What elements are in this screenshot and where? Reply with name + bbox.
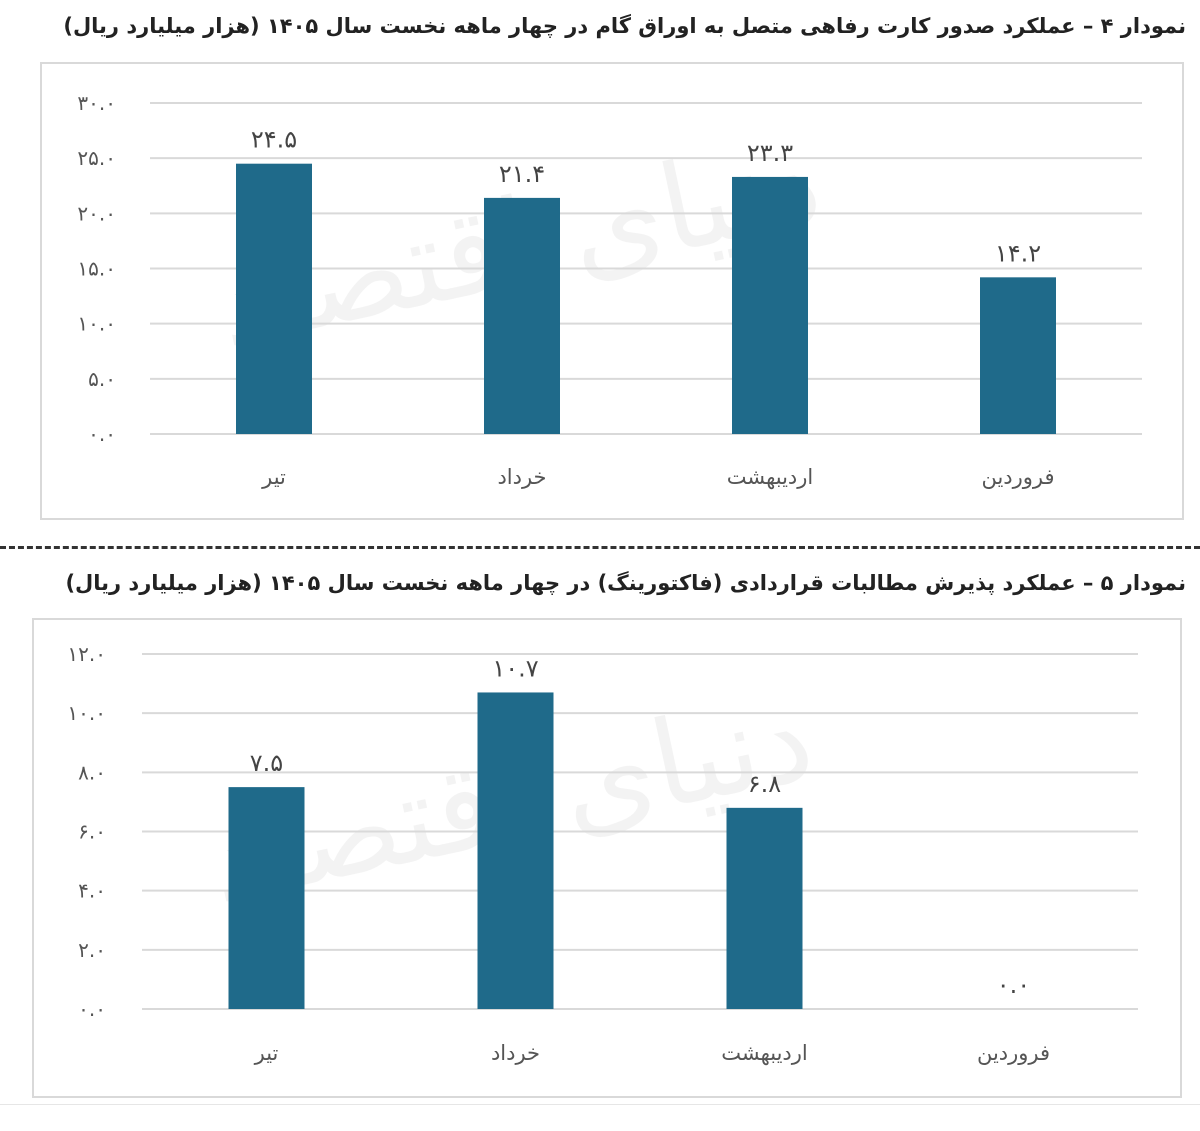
data-label: ۱۰.۷ [492, 654, 538, 682]
y-tick-label: ۳۰.۰ [77, 91, 116, 115]
data-label: ۱۴.۲ [995, 239, 1041, 267]
y-tick-label: ۱۰.۰ [77, 312, 116, 336]
data-label: ۲۴.۵ [251, 126, 297, 154]
y-tick-label: ۱۵.۰ [77, 257, 116, 281]
y-tick-label: ۶.۰ [78, 820, 106, 844]
chart-2: دنیای اقتصاد ۰.۰۲.۰۴.۰۶.۰۸.۰۱۰.۰۱۲.۰۰.۰ف… [32, 618, 1182, 1098]
data-label: ۲۳.۳ [747, 139, 793, 167]
x-category-label: خرداد [497, 465, 546, 489]
data-label: ۶.۸ [748, 770, 782, 798]
x-category-label: اردیبهشت [721, 1041, 808, 1065]
y-tick-label: ۴.۰ [78, 879, 106, 903]
x-category-label: تیر [254, 1041, 279, 1065]
x-category-label: خرداد [491, 1041, 540, 1065]
section-divider [0, 546, 1200, 549]
chart-1: دنیای اقتصاد ۰.۰۵.۰۱۰.۰۱۵.۰۲۰.۰۲۵.۰۳۰.۰۱… [40, 62, 1184, 520]
chart-2-plot: ۰.۰ ۲.۰ ۴.۰ ۶.۰ ۸.۰ ۱۰.۰ ۱۲.۰ ۰.۰ فروردین ۶.۸ اردی… [67, 642, 1138, 1065]
bar [732, 176, 808, 434]
y-tick-label: ۰.۰ [78, 997, 106, 1021]
y-tick-label: ۱۲.۰ [67, 642, 106, 666]
bar [236, 163, 312, 434]
bar [726, 807, 803, 1009]
x-category-label: اردیبهشت [727, 465, 814, 489]
bar [477, 692, 554, 1009]
bottom-rule [0, 1104, 1200, 1105]
chart-2-title: نمودار ۵ – عملکرد پذیرش مطالبات قراردادی… [65, 571, 1186, 595]
y-tick-label: ۲.۰ [78, 938, 106, 962]
x-category-label: تیر [261, 465, 286, 489]
data-label: ۲۱.۴ [499, 160, 545, 188]
data-label: ۰.۰ [997, 971, 1030, 999]
y-tick-label: ۸.۰ [78, 760, 106, 784]
chart-1-plot: ۰.۰ ۵.۰ ۱۰.۰ ۱۵.۰ ۲۰.۰ ۲۵.۰ ۳۰.۰ ۱۴.۲ فروردین ۲۳.… [77, 91, 1142, 489]
bar [980, 277, 1056, 434]
y-tick-label: ۲۰.۰ [77, 201, 116, 225]
y-tick-label: ۲۵.۰ [77, 146, 116, 170]
bar [228, 787, 305, 1009]
y-tick-label: ۱۰.۰ [67, 701, 106, 725]
x-category-label: فروردین [977, 1041, 1050, 1065]
y-tick-label: ۵.۰ [88, 367, 116, 391]
bar [484, 197, 560, 434]
x-category-label: فروردین [981, 465, 1054, 489]
data-label: ۷.۵ [250, 749, 283, 777]
chart-1-title: نمودار ۴ – عملکرد صدور کارت رفاهی متصل ب… [63, 14, 1186, 38]
y-tick-label: ۰.۰ [88, 422, 116, 446]
